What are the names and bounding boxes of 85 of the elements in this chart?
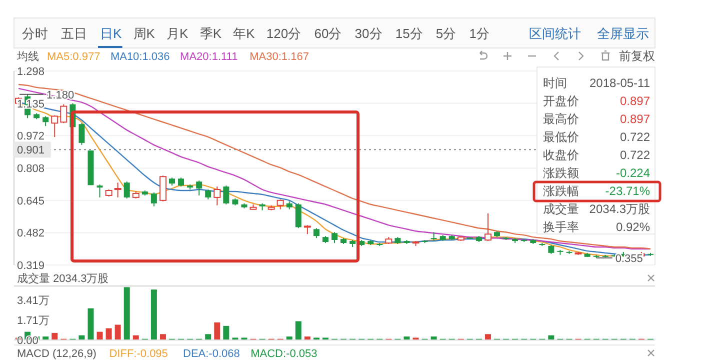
annotation: 2034.3万股 [589, 202, 650, 216]
chart-title: 成交量 2034.3万股 [17, 272, 109, 285]
candlestick [276, 198, 284, 210]
annotation: 换手率 [543, 220, 579, 234]
annotation: 涨跌幅 [543, 184, 579, 198]
bar [150, 290, 157, 340]
text: 日K [100, 26, 122, 41]
y-tick-label: 3.41万 [17, 294, 50, 307]
candlestick [60, 104, 68, 124]
annotation: 涨跌额 [543, 166, 579, 180]
annotation: 最低价 [543, 130, 579, 144]
text: 30分 [354, 26, 382, 41]
text: 前复权 [619, 49, 655, 63]
y-tick-label: 0.482 [17, 228, 45, 240]
text: 五日 [61, 26, 87, 41]
candlestick [332, 232, 338, 244]
text: MA20:1.111 [180, 51, 238, 63]
text: 月K [166, 26, 189, 41]
y-tick-label: 0.808 [17, 163, 45, 176]
bar [88, 308, 94, 340]
bar [205, 334, 212, 340]
y-tick-label: 0.319 [17, 260, 45, 272]
annotation: 收盘价 [543, 148, 579, 162]
candlestick [159, 175, 166, 202]
bar [106, 328, 112, 340]
bar [295, 321, 302, 340]
candlestick [214, 186, 221, 206]
candlestick [114, 182, 122, 198]
text: DEA:-0.068 [183, 348, 240, 360]
text: MA10:1.036 [110, 51, 170, 63]
ref-line-label: 0.901 [17, 144, 45, 157]
bar [484, 334, 491, 340]
bar [96, 332, 103, 340]
candlestick [42, 116, 49, 127]
annotation: 最高价 [543, 112, 579, 126]
annotation: 时间 [543, 76, 567, 90]
text: DIFF:-0.095 [109, 348, 168, 360]
candlestick [124, 181, 130, 199]
candlestick [295, 202, 302, 229]
candlestick [78, 122, 85, 146]
annotation: 2018-05-11 [590, 76, 650, 90]
text: 年K [233, 26, 256, 41]
text: 周K [133, 26, 156, 41]
text: 季K [200, 26, 222, 41]
annotation: 0.355 [615, 252, 643, 265]
text: 120分 [266, 26, 302, 41]
y-tick-label: 0.645 [17, 195, 45, 208]
annotation: 0.92% [616, 220, 650, 234]
text: MACD:-0.053 [250, 348, 318, 360]
bar [160, 334, 166, 340]
bar [52, 332, 58, 340]
candlestick [51, 114, 58, 138]
candlestick [223, 185, 230, 205]
text: 15分 [395, 26, 423, 41]
y-tick-label: 0.972 [17, 130, 45, 143]
bar [214, 322, 220, 340]
candlestick [205, 189, 212, 200]
text: 60分 [314, 26, 342, 41]
annotation: 0.722 [620, 130, 650, 144]
candlestick [96, 184, 103, 198]
annotation: 0.897 [620, 94, 650, 108]
annotation: 0.722 [620, 148, 650, 162]
candlestick [484, 212, 492, 242]
bar [124, 287, 130, 340]
text: MA5:0.977 [47, 51, 100, 63]
bar [223, 326, 230, 340]
annotation: -23.71% [605, 184, 650, 198]
annotation: 开盘价 [543, 94, 579, 108]
y-tick-label: 1.298 [17, 66, 45, 78]
text: 1分 [469, 26, 490, 41]
legend-title: 均线 [16, 50, 39, 63]
text: 5分 [436, 26, 456, 41]
text: 全屏显示 [597, 26, 649, 41]
text: 区间统计 [529, 26, 581, 41]
candlestick [313, 228, 320, 239]
text: 分时 [22, 26, 48, 41]
annotation: 成交量 [543, 202, 579, 216]
text: MACD (12,26,9) [17, 348, 96, 360]
annotation: 0.897 [620, 112, 650, 126]
candlestick [150, 192, 157, 207]
annotation: -0.224 [616, 166, 650, 180]
candlestick [196, 180, 202, 196]
y-tick-label: 1.71万 [17, 314, 50, 327]
bar [114, 324, 121, 340]
text: MA30:1.167 [250, 51, 309, 63]
